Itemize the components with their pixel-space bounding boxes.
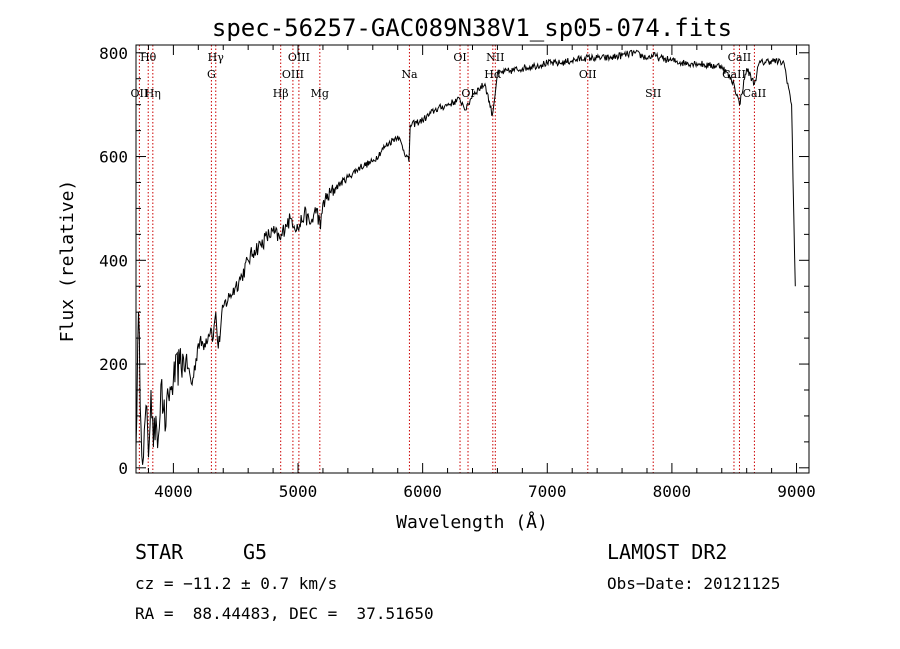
x-tick-label-5000: 5000	[279, 482, 318, 501]
line-label-16: CaII	[728, 51, 752, 64]
line-label-5: Hβ	[273, 87, 289, 100]
y-tick-label-200: 200	[99, 355, 128, 374]
velocity-readout: cz = −11.2 ± 0.7 km/s	[135, 574, 338, 593]
line-label-14: OII	[579, 68, 597, 81]
object-class: STAR	[135, 540, 184, 564]
line-label-1: OII	[131, 87, 149, 100]
line-label-3: Hγ	[208, 51, 225, 64]
x-tick-label-6000: 6000	[403, 482, 442, 501]
line-label-11: OI	[461, 87, 474, 100]
axes: 4000 5000 6000 7000 8000 9000 0 200 400 600 800	[99, 44, 816, 501]
line-label-6: OIII	[288, 51, 310, 64]
x-tick-label-8000: 8000	[653, 482, 692, 501]
line-label-4: G	[207, 68, 216, 81]
survey-name: LAMOST DR2	[607, 540, 728, 564]
y-tick-label-0: 0	[118, 459, 128, 478]
plot-frame	[135, 44, 810, 474]
line-label-7: OIII	[282, 68, 304, 81]
y-tick-label-600: 600	[99, 148, 128, 167]
coordinates-readout: RA = 88.44483, DEC = 37.51650	[135, 604, 434, 623]
y-axis-label: Flux (relative)	[57, 180, 78, 343]
flux-line	[136, 49, 796, 465]
spectrum-series	[136, 49, 796, 465]
line-label-10: OI	[453, 51, 466, 64]
line-label-12: NII	[486, 51, 504, 64]
x-tick-label-7000: 7000	[528, 482, 567, 501]
x-axis-label: Wavelength (Å)	[396, 511, 548, 533]
chart-title: spec-56257-GAC089N38V1_sp05-074.fits	[212, 14, 732, 42]
object-subclass: G5	[243, 540, 268, 564]
line-label-18: CaII	[743, 87, 767, 100]
line-label-8: Mg	[311, 87, 329, 100]
line-label-15: SII	[645, 87, 661, 100]
x-tick-label-4000: 4000	[154, 482, 193, 501]
x-tick-label-9000: 9000	[777, 482, 816, 501]
line-label-2: Hη	[145, 87, 161, 100]
y-tick-label-400: 400	[99, 251, 128, 270]
line-label-9: Na	[401, 68, 418, 81]
line-label-0: Hθ	[140, 51, 157, 64]
observation-date: Obs−Date: 20121125	[607, 574, 781, 593]
y-tick-label-800: 800	[99, 44, 128, 63]
